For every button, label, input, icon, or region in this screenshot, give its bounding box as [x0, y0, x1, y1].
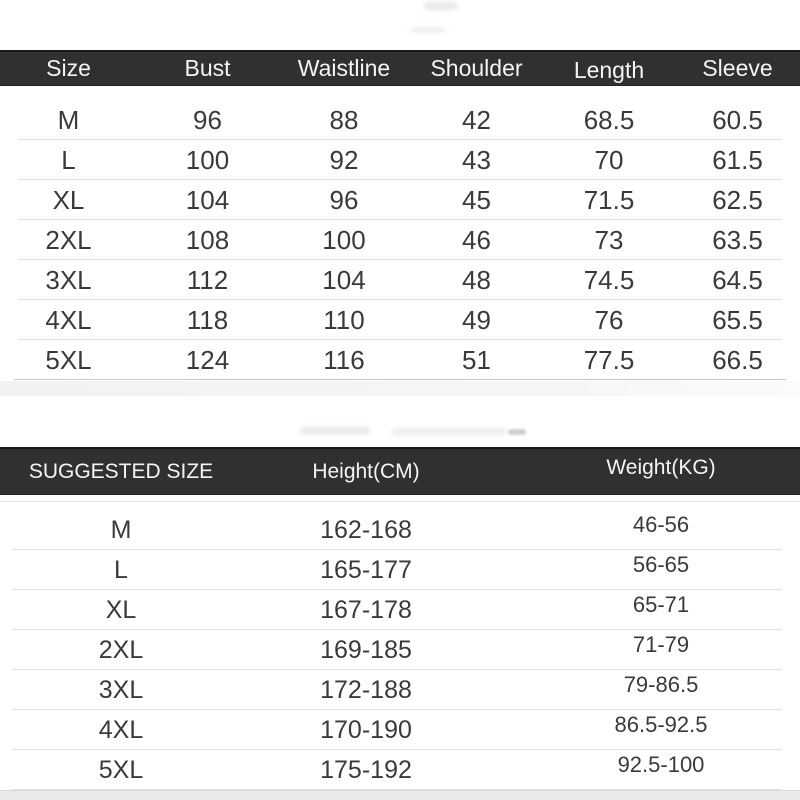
size-cell: L	[114, 555, 128, 584]
shoulder-cell: 46	[462, 224, 491, 255]
height-cell: 170-190	[320, 715, 412, 744]
size-cell: XL	[105, 595, 137, 624]
waist-cell: 110	[323, 304, 365, 335]
weight-cell: 92.5-100	[617, 752, 705, 777]
bust-cell: 118	[186, 304, 229, 335]
bust-cell: 108	[185, 224, 230, 255]
table-row: M 96 88 42 68.5 60.5	[0, 100, 800, 140]
table-row: 2XL 169-185 71-79	[0, 630, 800, 670]
size-table-header-waistline: Waistline	[297, 55, 391, 81]
shoulder-cell: 43	[462, 144, 491, 175]
size-cell: 2XL	[98, 635, 144, 664]
size-cell: L	[61, 144, 76, 175]
length-cell: 77.5	[583, 344, 635, 375]
sleeve-cell: 66.5	[712, 344, 763, 375]
size-table-header-size: Size	[46, 55, 91, 81]
size-cell: M	[110, 515, 132, 544]
shoulder-cell: 49	[462, 304, 491, 335]
table-row: 2XL 108 100 46 73 63.5	[0, 220, 800, 260]
height-cell: 167-178	[320, 595, 412, 624]
size-table-body: M 96 88 42 68.5 60.5 L 100 92 43 70 61.5…	[0, 100, 800, 380]
length-cell: 73	[594, 224, 624, 255]
length-cell: 71.5	[583, 184, 635, 215]
watermark-smudge	[392, 428, 507, 435]
waist-cell: 100	[322, 224, 366, 255]
bust-cell: 96	[193, 104, 222, 135]
sleeve-cell: 60.5	[712, 104, 763, 135]
table-row: 3XL 172-188 79-86.5	[0, 670, 800, 710]
header-shadow-line	[0, 501, 800, 502]
table-row: 4XL 118 110 49 76 65.5	[0, 300, 800, 340]
watermark-smudge	[300, 427, 370, 434]
size-table-header-length: Length	[573, 57, 645, 83]
size-cell: 4XL	[98, 715, 144, 744]
bust-cell: 104	[185, 184, 230, 215]
size-table-header-shoulder: Shoulder	[430, 55, 523, 81]
bust-cell: 112	[186, 264, 229, 295]
size-cell: M	[57, 104, 80, 135]
shoulder-cell: 48	[462, 264, 491, 295]
weight-cell: 65-71	[632, 592, 690, 617]
table-row: XL 104 96 45 71.5 62.5	[0, 180, 800, 220]
sleeve-cell: 64.5	[712, 264, 763, 295]
size-cell: 5XL	[98, 755, 144, 784]
size-cell: XL	[52, 184, 85, 215]
size-table-header-sleeve: Sleeve	[702, 55, 773, 81]
sleeve-cell: 61.5	[712, 144, 763, 175]
weight-cell: 86.5-92.5	[614, 712, 708, 737]
height-cell: 165-177	[320, 555, 412, 584]
shoulder-cell: 42	[462, 104, 491, 135]
weight-cell: 71-79	[632, 632, 690, 657]
waist-cell: 96	[329, 184, 359, 215]
size-table-header-bar: Size Bust Waistline Shoulder Length Slee…	[0, 50, 800, 86]
table-divider-band	[0, 381, 800, 396]
suggested-header-height: Height(CM)	[312, 459, 420, 483]
bottom-band	[0, 790, 800, 800]
table-row: 5XL 124 116 51 77.5 66.5	[0, 340, 800, 380]
watermark-smudge	[508, 429, 526, 435]
height-cell: 169-185	[320, 635, 412, 664]
size-cell: 2XL	[45, 224, 92, 255]
height-cell: 172-188	[320, 675, 412, 704]
weight-cell: 46-56	[632, 512, 690, 537]
waist-cell: 88	[329, 104, 359, 135]
waist-cell: 116	[323, 344, 365, 375]
size-cell: 3XL	[45, 264, 92, 295]
weight-cell: 56-65	[632, 552, 690, 577]
table-row: 5XL 175-192 92.5-100	[0, 750, 800, 790]
suggested-header-size: SUGGESTED SIZE	[28, 459, 214, 483]
sleeve-cell: 63.5	[712, 224, 763, 255]
table-row: L 165-177 56-65	[0, 550, 800, 590]
bust-cell: 100	[185, 144, 230, 175]
suggested-table-header-bar: SUGGESTED SIZE Height(CM) Weight(KG)	[0, 447, 800, 495]
suggested-table-body: M 162-168 46-56 L 165-177 56-65 XL 167-1…	[0, 510, 800, 790]
table-row: 4XL 170-190 86.5-92.5	[0, 710, 800, 750]
waist-cell: 104	[322, 264, 366, 295]
watermark-smudge	[424, 2, 458, 10]
table-row: M 162-168 46-56	[0, 510, 800, 550]
table-row: XL 167-178 65-71	[0, 590, 800, 630]
height-cell: 175-192	[320, 755, 412, 784]
shoulder-cell: 51	[462, 344, 491, 375]
table-row: L 100 92 43 70 61.5	[0, 140, 800, 180]
size-cell: 3XL	[98, 675, 144, 704]
size-cell: 5XL	[45, 344, 92, 375]
sleeve-cell: 65.5	[712, 304, 763, 335]
height-cell: 162-168	[320, 515, 412, 544]
size-table-header-bust: Bust	[184, 55, 231, 81]
waist-cell: 92	[329, 144, 359, 175]
suggested-header-weight: Weight(KG)	[606, 455, 716, 479]
size-cell: 4XL	[45, 304, 92, 335]
sleeve-cell: 62.5	[712, 184, 763, 215]
length-cell: 76	[594, 304, 624, 335]
bust-cell: 124	[185, 344, 230, 375]
length-cell: 68.5	[583, 104, 635, 135]
weight-cell: 79-86.5	[623, 672, 699, 697]
watermark-smudge	[410, 27, 446, 33]
shoulder-cell: 45	[462, 184, 491, 215]
length-cell: 70	[594, 144, 624, 175]
length-cell: 74.5	[583, 264, 635, 295]
table-row: 3XL 112 104 48 74.5 64.5	[0, 260, 800, 300]
